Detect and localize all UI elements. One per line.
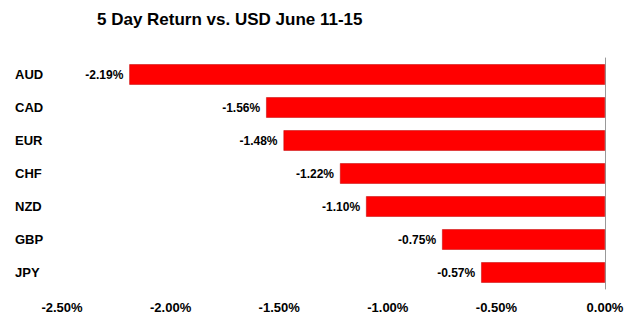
svg-text:-0.50%: -0.50% <box>476 300 518 315</box>
svg-text:-0.75%: -0.75% <box>398 233 436 247</box>
svg-text:-1.10%: -1.10% <box>322 200 360 214</box>
svg-text:-1.50%: -1.50% <box>259 300 301 315</box>
svg-text:AUD: AUD <box>15 67 43 82</box>
svg-text:NZD: NZD <box>15 199 42 214</box>
svg-text:-2.19%: -2.19% <box>85 68 123 82</box>
svg-text:-0.57%: -0.57% <box>437 266 475 280</box>
svg-text:-2.50%: -2.50% <box>41 300 83 315</box>
svg-text:-2.00%: -2.00% <box>150 300 192 315</box>
svg-text:-1.48%: -1.48% <box>240 134 278 148</box>
svg-text:EUR: EUR <box>15 133 43 148</box>
svg-text:CAD: CAD <box>15 100 43 115</box>
svg-text:5 Day Return vs. USD June 11-1: 5 Day Return vs. USD June 11-15 <box>97 10 363 29</box>
svg-text:JPY: JPY <box>15 265 40 280</box>
svg-text:-1.22%: -1.22% <box>296 167 334 181</box>
svg-text:-1.00%: -1.00% <box>367 300 409 315</box>
svg-text:CHF: CHF <box>15 166 42 181</box>
svg-text:GBP: GBP <box>15 232 44 247</box>
svg-text:-1.56%: -1.56% <box>222 101 260 115</box>
svg-text:0.00%: 0.00% <box>587 300 624 315</box>
